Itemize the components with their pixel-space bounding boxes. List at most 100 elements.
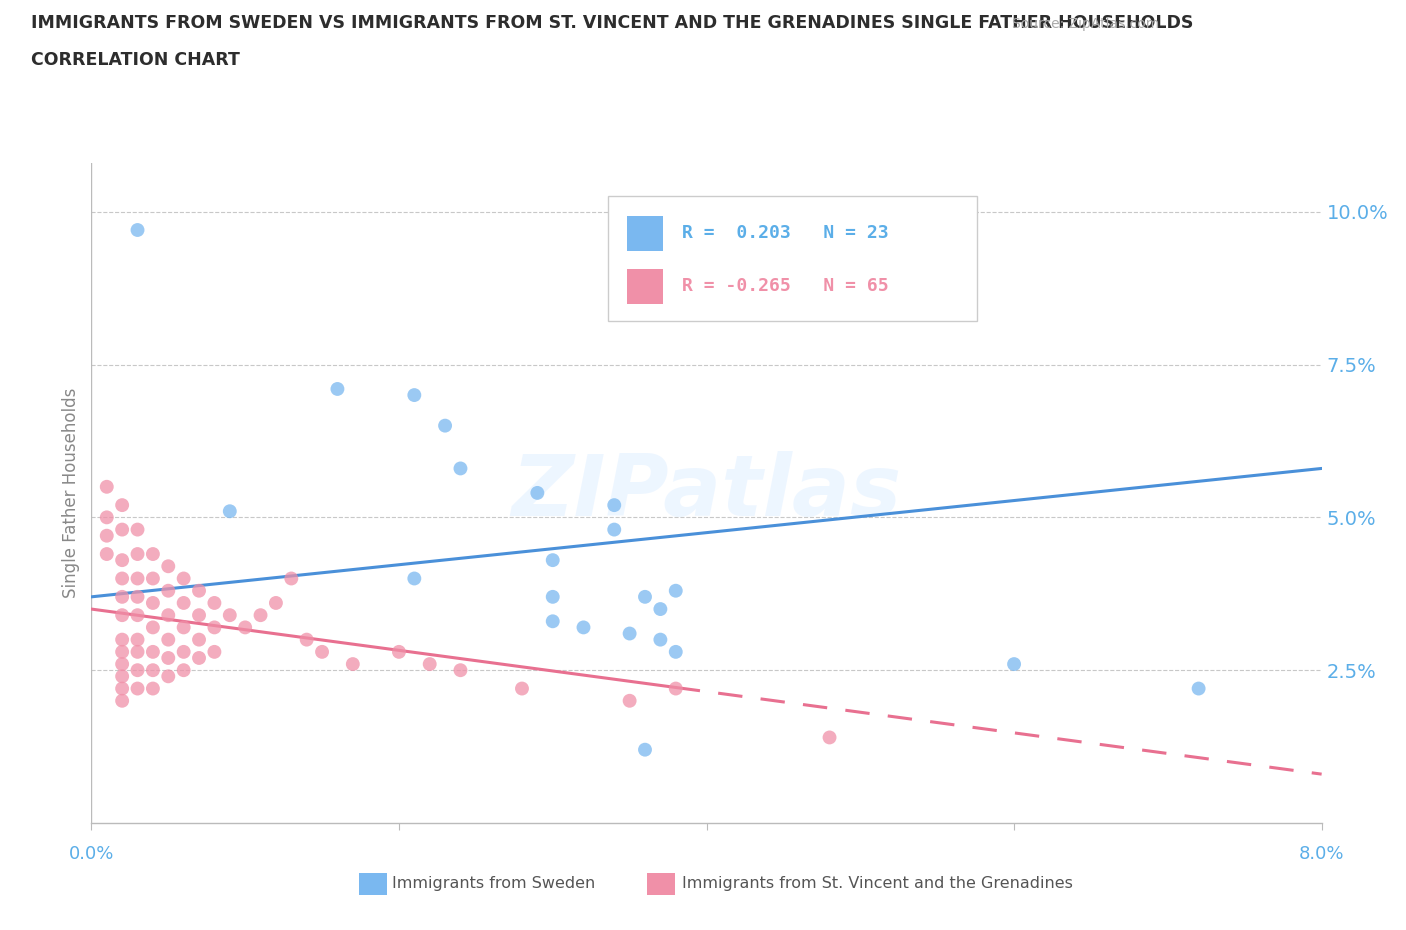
Point (142, 571, 165, 586)
Point (157, 651, 180, 666)
Point (202, 595, 225, 610)
Point (127, 547, 149, 562)
Point (619, 626, 641, 641)
Text: Immigrants from Sweden: Immigrants from Sweden (392, 876, 596, 891)
FancyBboxPatch shape (607, 196, 977, 321)
Point (1187, 681, 1209, 696)
Point (127, 222, 149, 237)
Point (541, 614, 564, 629)
Point (541, 552, 564, 567)
Point (449, 663, 471, 678)
Point (202, 620, 225, 635)
Point (188, 632, 211, 647)
Point (264, 595, 287, 610)
Point (127, 632, 149, 647)
Y-axis label: Single Father Households: Single Father Households (62, 388, 80, 598)
Point (526, 485, 548, 500)
Point (541, 590, 564, 604)
Point (218, 504, 240, 519)
Point (1002, 657, 1025, 671)
Point (127, 522, 149, 537)
Point (202, 644, 225, 659)
Point (127, 590, 149, 604)
Point (142, 620, 165, 635)
Point (142, 681, 165, 696)
Point (157, 583, 180, 598)
Point (173, 595, 195, 610)
Point (434, 418, 457, 433)
Point (619, 694, 641, 709)
Point (510, 681, 533, 696)
Point (280, 571, 302, 586)
Point (96, 528, 118, 543)
Point (127, 607, 149, 622)
Point (188, 583, 211, 598)
Point (96, 547, 118, 562)
Point (233, 620, 256, 635)
Point (111, 522, 134, 537)
Point (650, 632, 672, 647)
Point (404, 388, 426, 403)
Point (96, 510, 118, 525)
Point (142, 547, 165, 562)
Point (419, 657, 441, 671)
Point (326, 381, 349, 396)
Text: 0.0%: 0.0% (69, 844, 114, 863)
Text: ZIPatlas: ZIPatlas (512, 451, 901, 535)
Point (188, 607, 211, 622)
Point (388, 644, 411, 659)
Point (157, 607, 180, 622)
Point (142, 644, 165, 659)
Point (111, 590, 134, 604)
Point (111, 607, 134, 622)
Text: R = -0.265   N = 65: R = -0.265 N = 65 (682, 277, 889, 295)
Point (449, 461, 471, 476)
Point (111, 669, 134, 684)
Point (173, 620, 195, 635)
Point (249, 607, 271, 622)
Text: R =  0.203   N = 23: R = 0.203 N = 23 (682, 224, 889, 243)
Text: Immigrants from St. Vincent and the Grenadines: Immigrants from St. Vincent and the Gren… (682, 876, 1073, 891)
Point (218, 607, 240, 622)
Text: IMMIGRANTS FROM SWEDEN VS IMMIGRANTS FROM ST. VINCENT AND THE GRENADINES SINGLE : IMMIGRANTS FROM SWEDEN VS IMMIGRANTS FRO… (31, 14, 1194, 32)
Point (603, 522, 626, 537)
Point (157, 632, 180, 647)
Point (173, 571, 195, 586)
Point (111, 498, 134, 512)
Point (127, 644, 149, 659)
Bar (627, 216, 664, 251)
Point (157, 559, 180, 574)
Point (342, 657, 364, 671)
Point (142, 595, 165, 610)
Bar (627, 269, 664, 304)
Point (603, 498, 626, 512)
Text: 8.0%: 8.0% (1299, 844, 1344, 863)
Point (142, 663, 165, 678)
Point (634, 742, 657, 757)
Point (665, 681, 688, 696)
Point (311, 644, 333, 659)
Point (157, 669, 180, 684)
Point (111, 632, 134, 647)
Point (111, 571, 134, 586)
Point (665, 583, 688, 598)
Point (818, 730, 841, 745)
Point (404, 571, 426, 586)
Point (127, 681, 149, 696)
Point (173, 644, 195, 659)
Point (111, 644, 134, 659)
Point (173, 663, 195, 678)
Point (111, 657, 134, 671)
Point (295, 632, 318, 647)
Point (111, 694, 134, 709)
Point (650, 602, 672, 617)
Point (572, 620, 595, 635)
Point (127, 571, 149, 586)
Point (96, 479, 118, 494)
Text: CORRELATION CHART: CORRELATION CHART (31, 51, 240, 69)
Point (127, 663, 149, 678)
Point (665, 644, 688, 659)
Point (111, 552, 134, 567)
Point (111, 681, 134, 696)
Text: Source: ZipAtlas.com: Source: ZipAtlas.com (1012, 17, 1160, 31)
